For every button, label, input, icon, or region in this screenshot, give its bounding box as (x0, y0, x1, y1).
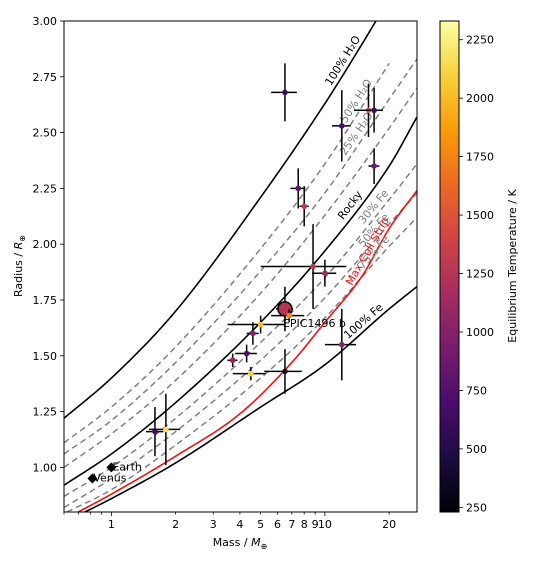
planet-point (243, 350, 250, 357)
x-tick-label: 6 (274, 518, 281, 531)
colorbar-tick-label: 250 (466, 501, 487, 514)
x-tick-label: 20 (382, 518, 396, 531)
reference-planet-marker (106, 462, 117, 473)
planet-point (282, 368, 288, 375)
y-tick-label: 1.25 (33, 406, 58, 419)
x-tick-label: 5 (257, 518, 264, 531)
x-axis-label: Mass / M⊕ (213, 536, 268, 551)
composition-curve (64, 87, 417, 468)
colorbar-tick-label: 2250 (466, 34, 494, 47)
planet-marker (290, 168, 306, 209)
planet-marker (227, 315, 285, 334)
composition-curve-label: 100% H₂O (322, 33, 363, 88)
planet-marker (260, 224, 347, 309)
composition-curve (64, 62, 390, 444)
x-tick-label: 1 (108, 518, 115, 531)
planet-point (257, 321, 264, 328)
reference-planet-label: Earth (112, 460, 142, 473)
composition-curve (66, 216, 417, 512)
planet-marker (246, 322, 259, 345)
colorbar-tick-label: 2000 (466, 92, 494, 105)
planet-marker (311, 259, 337, 287)
planet-marker (148, 393, 181, 466)
colorbar-tick-label: 750 (466, 384, 487, 397)
x-tick-label: 4 (236, 518, 243, 531)
x-tick-label: 2 (172, 518, 179, 531)
colorbar-label: Equilibrium Temperature / K (506, 189, 519, 343)
planet-marker (232, 366, 267, 381)
y-tick-label: 2.00 (33, 238, 58, 251)
colorbar-tick-label: 1750 (466, 151, 494, 164)
planet-marker (145, 407, 164, 457)
y-tick-label: 2.75 (33, 71, 58, 84)
composition-curve (64, 21, 377, 419)
planet-marker (264, 349, 302, 394)
planet-marker (324, 308, 357, 381)
y-tick-label: 1.50 (33, 350, 58, 363)
colorbar-gradient (440, 21, 459, 512)
planet-point (248, 370, 254, 377)
colorbar-tick-label: 1000 (466, 326, 494, 339)
y-tick-label: 2.25 (33, 182, 58, 195)
reference-planet-marker (87, 473, 98, 484)
planet-marker (332, 90, 351, 162)
x-tick-label: 9 (312, 518, 319, 531)
plot-frame (63, 20, 418, 513)
planet-point (229, 357, 236, 364)
composition-curve (83, 285, 417, 512)
planet-point (310, 263, 316, 270)
colorbar: 250 500 750 1000 1250 1500 1750 2000 2250 (439, 20, 494, 514)
planet-marker (271, 308, 305, 323)
colorbar-tick-label: 1500 (466, 209, 494, 222)
y-axis-label: Radius / R⊕ (12, 235, 27, 297)
planet-marker (299, 186, 309, 227)
y-tick-label: 1.00 (33, 461, 58, 474)
planet-point (322, 270, 328, 276)
x-tick-label: 7 (288, 518, 295, 531)
planet-point (339, 123, 345, 129)
planet-points: EPIC1496 b (145, 63, 383, 466)
planet-point (339, 341, 345, 348)
composition-curve-label: 100% Fe (341, 301, 386, 342)
x-tick-label: 8 (301, 518, 308, 531)
colorbar-tick-label: 500 (466, 443, 487, 456)
x-tick-label: 10 (318, 518, 332, 531)
y-tick-label: 1.75 (33, 294, 58, 307)
planet-point (301, 203, 308, 210)
planet-point (295, 185, 302, 192)
composition-curve (64, 58, 417, 455)
y-tick-label: 2.50 (33, 127, 58, 140)
planet-point (250, 330, 256, 337)
composition-curve (64, 192, 417, 509)
planet-point (163, 426, 169, 433)
planet-marker (271, 63, 297, 122)
planet-marker (364, 87, 383, 133)
highlight-planet-label: EPIC1496 b (283, 317, 346, 330)
colorbar-frame (439, 20, 460, 513)
y-tick-label: 3.00 (33, 15, 58, 28)
reference-planet-label: Venus (93, 472, 126, 485)
colorbar-tick-label: 1250 (466, 268, 494, 281)
planet-point (152, 428, 158, 435)
planet-point (282, 89, 288, 96)
composition-curve (77, 190, 417, 512)
planet-marker (235, 344, 257, 363)
x-tick-label: 3 (210, 518, 217, 531)
planet-marker (227, 353, 238, 367)
planet-marker (368, 148, 380, 184)
planet-point (371, 107, 377, 114)
planet-point (371, 163, 377, 169)
axes: 1 2 3 4 5 6 7 8 9 10 20 1.00 1.25 1.50 1.75 2.00 2.25 2.5… (33, 15, 397, 531)
planet-point (286, 312, 292, 319)
